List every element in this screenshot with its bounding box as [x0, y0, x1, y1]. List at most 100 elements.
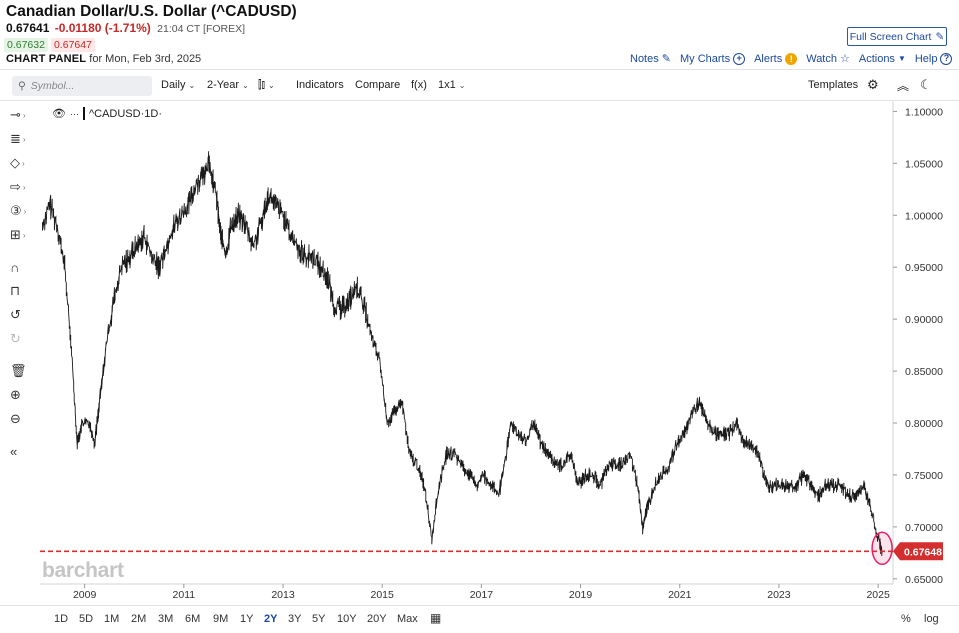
period-select[interactable]: 2-Year ⌄	[207, 79, 249, 91]
price-chart[interactable]: 1.10000 1.05000 1.00000 0.95000 0.90000 0.850…	[0, 101, 959, 605]
watch-link[interactable]: Watch ☆	[806, 52, 850, 66]
layout-label: 1x1	[438, 79, 456, 91]
line-tool[interactable]: ⊸ ›	[10, 105, 36, 125]
range-button-2y[interactable]: 2Y	[264, 613, 278, 625]
measure-icon: ⊞	[10, 227, 21, 242]
zoom-out-icon: ⊖	[10, 411, 21, 426]
chevron-down-icon: ⌄	[188, 81, 196, 90]
chevron-right-icon: ›	[22, 230, 26, 240]
zoom-in-button[interactable]: ⊕	[10, 385, 36, 405]
my-charts-label: My Charts	[679, 52, 731, 65]
ask-price: 0.67647	[50, 38, 95, 52]
y-tick-label: 0.80000	[905, 418, 943, 430]
zoom-out-button[interactable]: ⊖	[10, 409, 36, 429]
price-change: -0.01180 (-1.71%)	[54, 21, 151, 35]
y-tick-label: 0.75000	[905, 470, 943, 482]
chart-toolbar: ⚲ Symbol... Daily ⌄ 2-Year ⌄ ⫿⫾ ⌄ Indicator…	[0, 69, 959, 101]
chevron-down-icon: ⌄	[268, 81, 275, 90]
actions-label: Actions	[858, 52, 895, 65]
notes-label: Notes	[630, 52, 659, 65]
shape-tool[interactable]: ◇ ›	[10, 153, 36, 173]
fib-tool[interactable]: ≣ ›	[10, 129, 36, 149]
interval-select[interactable]: Daily ⌄	[161, 79, 195, 91]
log-toggle[interactable]: log	[924, 613, 939, 625]
percent-toggle[interactable]: %	[901, 613, 911, 625]
plot-area	[40, 101, 893, 584]
notes-link[interactable]: Notes ✎	[630, 52, 671, 66]
redo-button[interactable]: ↻	[10, 329, 36, 349]
chevron-down-icon: ⌄	[242, 81, 249, 90]
range-button-1y[interactable]: 1Y	[240, 613, 254, 625]
range-button-6m[interactable]: 6M	[185, 613, 201, 625]
alerts-link[interactable]: Alerts!	[754, 52, 798, 65]
caret-down-icon: ▼	[897, 54, 906, 63]
gear-icon[interactable]: ⚙	[867, 77, 879, 92]
count-tool[interactable]: ③ ›	[10, 201, 36, 221]
range-bar: ▦ % log 1D 5D 1M 2M 3M 6M 9M 1Y 2Y 3Y 5Y 10Y 20Y Max	[0, 605, 959, 633]
x-tick-label: 2017	[470, 589, 494, 601]
star-icon: ☆	[839, 53, 850, 65]
chart-type-select[interactable]: ⫿⫾ ⌄	[258, 79, 275, 92]
magnet-tool[interactable]: ∩	[10, 257, 36, 277]
range-button-10y[interactable]: 10Y	[337, 613, 357, 625]
help-link[interactable]: Help?	[915, 52, 953, 65]
period-label: 2-Year	[207, 79, 240, 91]
calendar-icon[interactable]: ▦	[430, 611, 442, 625]
quote-line: 0.67641 -0.01180 (-1.71%) 21:04 CT [FORE…	[6, 21, 245, 35]
highlight-circle	[871, 531, 893, 566]
my-charts-link[interactable]: My Charts +	[679, 52, 746, 65]
x-tick-label: 2013	[271, 589, 295, 601]
dark-mode-icon[interactable]: ☾	[920, 77, 932, 92]
actions-menu[interactable]: Actions ▼	[859, 53, 906, 65]
symbol-placeholder: Symbol...	[30, 80, 75, 92]
templates-button[interactable]: Templates	[808, 79, 859, 91]
range-button-3y[interactable]: 3Y	[288, 613, 302, 625]
indicators-button[interactable]: Indicators	[296, 79, 344, 91]
y-tick-label: 0.65000	[905, 574, 943, 586]
delete-button[interactable]: 🗑︎	[10, 361, 36, 381]
quote-time: 21:04 CT [FOREX]	[157, 23, 246, 35]
lock-tool[interactable]: ⊓	[10, 281, 36, 301]
compare-button[interactable]: Compare	[355, 79, 401, 91]
range-button-max[interactable]: Max	[397, 613, 418, 625]
x-tick-label: 2023	[767, 589, 791, 601]
collapse-sidebar-button[interactable]: «	[10, 441, 36, 461]
arrow-tool[interactable]: ⇨ ›	[10, 177, 36, 197]
y-tick-label: 0.70000	[905, 522, 943, 534]
edit-icon: ✎	[661, 53, 671, 65]
symbol-search-input[interactable]: ⚲ Symbol...	[12, 76, 152, 96]
layout-select[interactable]: 1x1 ⌄	[438, 79, 465, 91]
y-tick-label: 1.05000	[905, 158, 943, 170]
range-button-20y[interactable]: 20Y	[367, 613, 387, 625]
measure-tool[interactable]: ⊞ ›	[10, 225, 36, 245]
barchart-logo: barchart	[42, 559, 124, 582]
series-name: ^CADUSD	[88, 107, 141, 120]
x-tick-label: 2015	[371, 589, 395, 601]
range-button-2m[interactable]: 2M	[131, 613, 147, 625]
x-tick-label: 2025	[866, 589, 890, 601]
chevron-right-icon: ›	[22, 110, 26, 120]
range-button-1m[interactable]: 1M	[104, 613, 120, 625]
range-button-9m[interactable]: 9M	[213, 613, 229, 625]
fibonacci-icon: ≣	[10, 131, 21, 146]
y-tick-label: 0.95000	[905, 262, 943, 274]
help-icon: ?	[940, 52, 953, 65]
line-tool-icon: ⊸	[10, 107, 21, 122]
alert-icon: !	[785, 52, 798, 65]
search-icon: ⚲	[18, 80, 26, 92]
range-button-5d[interactable]: 5D	[79, 613, 94, 625]
undo-icon: ↺	[10, 307, 21, 322]
eye-icon[interactable]: 👁︎	[52, 108, 66, 120]
collapse-up-icon[interactable]: ︽	[897, 79, 910, 93]
fx-button[interactable]: f(x)	[411, 79, 427, 91]
undo-button[interactable]: ↺	[10, 305, 36, 325]
range-button-3m[interactable]: 3M	[158, 613, 174, 625]
shape-icon: ◇	[10, 155, 20, 170]
zoom-in-icon: ⊕	[10, 387, 21, 402]
more-icon[interactable]: ···	[69, 108, 79, 119]
full-screen-chart-button[interactable]: Full Screen Chart ✎	[847, 27, 947, 46]
range-button-1d[interactable]: 1D	[54, 613, 69, 625]
double-chevron-left-icon: «	[10, 443, 18, 459]
range-button-5y[interactable]: 5Y	[312, 613, 326, 625]
magnet-icon: ∩	[10, 259, 20, 275]
